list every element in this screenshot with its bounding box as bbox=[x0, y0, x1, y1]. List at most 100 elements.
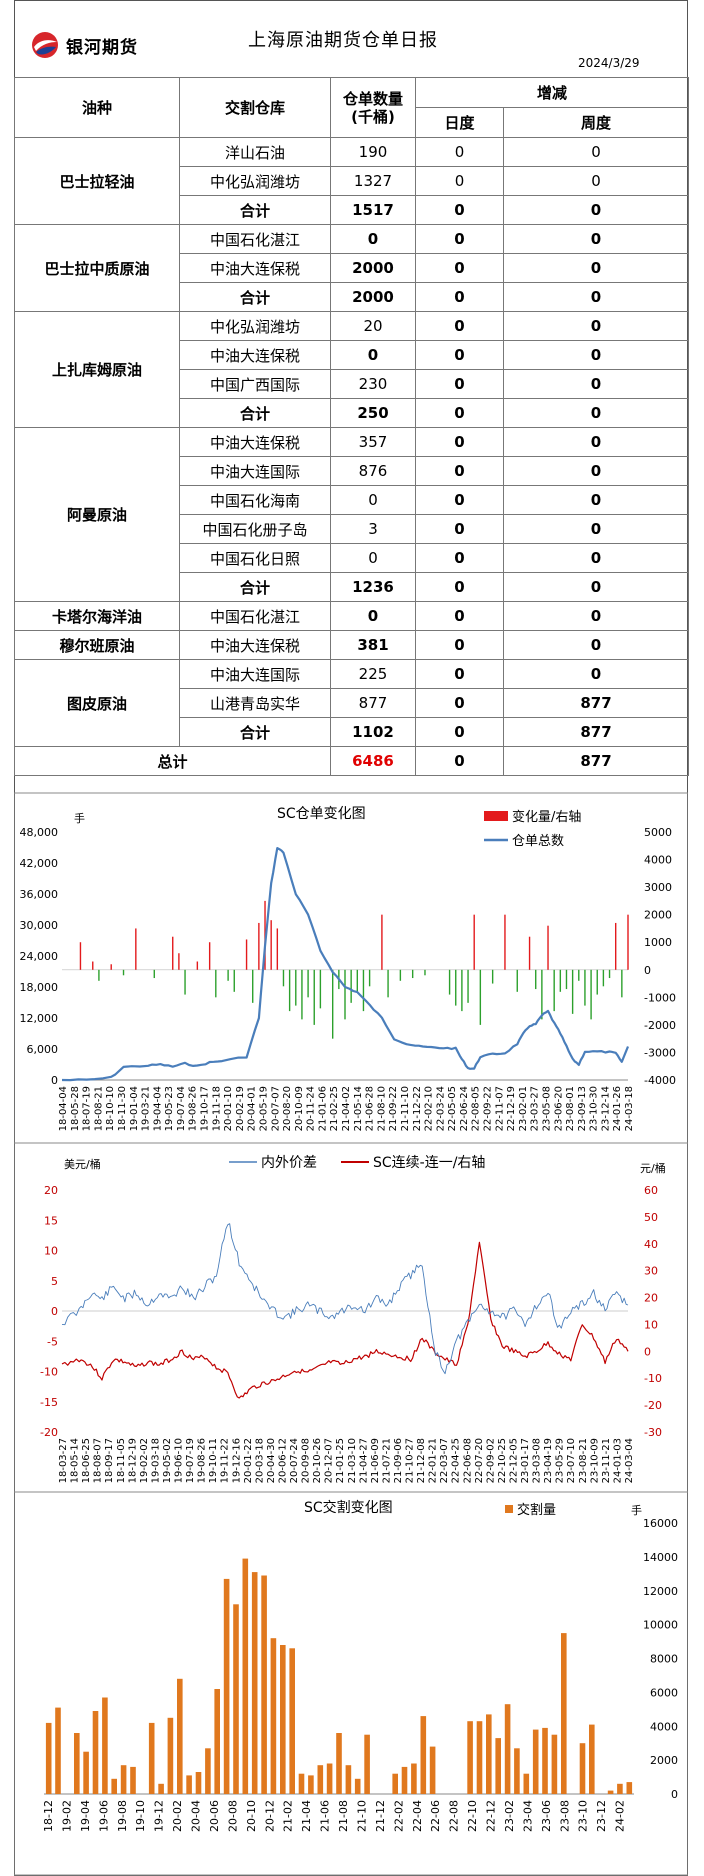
chart2-left-tick: -20 bbox=[40, 1426, 58, 1439]
day-change-cell: 0 bbox=[415, 572, 504, 602]
table-row: 合计 1236 0 0 bbox=[15, 572, 690, 602]
chart2-x-tick: 19-08-26 bbox=[197, 1438, 208, 1483]
chart3-delivery-bar bbox=[626, 1782, 633, 1794]
chart3-delivery-bar bbox=[532, 1729, 539, 1794]
chart2-x-tick: 21-07-21 bbox=[381, 1438, 392, 1483]
chart1-x-tick: 19-03-21 bbox=[141, 1086, 152, 1131]
chart2-right-tick: 60 bbox=[644, 1184, 658, 1197]
chart3-x-tick: 21-12 bbox=[374, 1800, 387, 1832]
quantity-cell: 230 bbox=[330, 369, 416, 399]
chart2-x-tick: 19-06-10 bbox=[174, 1438, 185, 1483]
chart3-delivery-bar bbox=[364, 1734, 370, 1794]
chart2-x-tick: 23-08-21 bbox=[578, 1438, 589, 1483]
chart3-delivery-bar bbox=[83, 1751, 89, 1794]
chart3-x-tick: 19-02 bbox=[60, 1800, 73, 1832]
chart1-x-tick: 20-04-01 bbox=[247, 1086, 258, 1131]
warehouse-cell: 中国石化湛江 bbox=[179, 601, 331, 631]
grand-total-week: 877 bbox=[502, 746, 690, 776]
chart2-x-tick: 21-12-08 bbox=[416, 1438, 427, 1483]
chart1-left-tick: 6,000 bbox=[27, 1043, 59, 1056]
chart1-x-tick: 21-08-10 bbox=[376, 1086, 387, 1131]
chart1-left-tick: 48,000 bbox=[20, 826, 59, 839]
quantity-cell: 0 bbox=[330, 485, 416, 515]
chart2-left-tick: 20 bbox=[44, 1184, 58, 1197]
chart1-x-tick: 19-07-04 bbox=[176, 1086, 187, 1131]
chart1-x-tick: 19-11-18 bbox=[211, 1086, 222, 1131]
chart3-delivery-bar bbox=[158, 1783, 164, 1794]
chart2-x-tick: 23-07-10 bbox=[566, 1438, 577, 1483]
chart1-right-tick: -3000 bbox=[644, 1046, 676, 1059]
week-change-cell: 0 bbox=[502, 195, 690, 225]
chart3-delivery-bar bbox=[280, 1645, 286, 1794]
week-change-cell: 0 bbox=[502, 572, 690, 602]
week-change-cell: 0 bbox=[502, 601, 690, 631]
chart3-x-tick: 21-02 bbox=[282, 1800, 295, 1832]
chart3-delivery-bar bbox=[242, 1558, 249, 1794]
warehouse-cell: 中化弘润潍坊 bbox=[179, 166, 331, 196]
chart3-x-tick: 23-12 bbox=[595, 1800, 608, 1832]
chart3-x-tick: 23-10 bbox=[577, 1800, 590, 1832]
chart2-x-tick: 23-05-29 bbox=[555, 1438, 566, 1483]
chart3-x-tick: 19-08 bbox=[116, 1800, 129, 1832]
chart1-x-tick: 20-11-24 bbox=[306, 1086, 317, 1131]
grand-total-quantity: 6486 bbox=[330, 746, 416, 776]
chart3-right-tick: 10000 bbox=[643, 1619, 678, 1632]
chart2-left-tick: 0 bbox=[51, 1305, 58, 1318]
warehouse-cell: 合计 bbox=[179, 195, 331, 225]
brand-logo: 银河期货 bbox=[30, 30, 138, 60]
grand-total-row: 总计 6486 0 877 bbox=[14, 746, 690, 776]
chart3-x-tick: 20-08 bbox=[226, 1800, 239, 1832]
day-change-cell: 0 bbox=[415, 630, 504, 660]
chart2-x-tick: 21-01-25 bbox=[335, 1438, 346, 1483]
chart1-x-tick: 19-05-23 bbox=[164, 1086, 175, 1131]
report-header: 银河期货 上海原油期货仓单日报 2024/3/29 bbox=[14, 0, 688, 77]
chart2-x-tick: 18-05-14 bbox=[70, 1438, 81, 1483]
warehouse-cell: 合计 bbox=[179, 572, 331, 602]
oil-name: 阿曼原油 bbox=[14, 427, 180, 602]
week-change-cell: 0 bbox=[502, 137, 690, 167]
chart2-x-tick: 23-04-19 bbox=[543, 1438, 554, 1483]
chart3-delivery-bar bbox=[589, 1724, 595, 1794]
chart3-x-tick: 23-06 bbox=[540, 1800, 553, 1832]
chart1-left-tick: 0 bbox=[51, 1074, 58, 1087]
chart3-x-tick: 24-02 bbox=[614, 1800, 627, 1832]
table-row: 巴士拉轻油 洋山石油 190 0 0 bbox=[14, 137, 690, 225]
chart3-delivery-bar bbox=[251, 1572, 258, 1794]
chart1-right-tick: -2000 bbox=[644, 1019, 676, 1032]
chart3-delivery-bar bbox=[74, 1733, 80, 1794]
chart3-x-tick: 23-08 bbox=[558, 1800, 571, 1832]
chart1-x-tick: 23-08-01 bbox=[565, 1086, 576, 1131]
chart1-x-tick: 20-02-19 bbox=[235, 1086, 246, 1131]
chart1-x-tick: 23-03-27 bbox=[530, 1086, 541, 1131]
week-change-cell: 0 bbox=[502, 398, 690, 428]
table-row: 中油大连国际 876 0 0 bbox=[15, 456, 690, 486]
chart2-left-tick: 5 bbox=[51, 1275, 58, 1288]
chart2-x-tick: 18-06-25 bbox=[81, 1438, 92, 1483]
table-row: 山港青岛实华 877 0 877 bbox=[15, 688, 690, 718]
brand-name: 银河期货 bbox=[66, 37, 138, 58]
chart3-delivery-bar bbox=[607, 1790, 614, 1794]
chart1-x-tick: 21-02-25 bbox=[329, 1086, 340, 1131]
chart1-x-tick: 24-01-26 bbox=[612, 1086, 623, 1131]
chart2-right-tick: -20 bbox=[644, 1399, 662, 1412]
chart1-x-tick: 20-07-07 bbox=[270, 1086, 281, 1131]
chart3-x-tick: 22-10 bbox=[466, 1800, 479, 1832]
chart2-left-tick: -5 bbox=[47, 1335, 58, 1348]
table-subheader-row: 日度 周度 bbox=[15, 107, 690, 138]
chart3-delivery-bar bbox=[486, 1714, 492, 1794]
week-change-cell: 0 bbox=[502, 224, 690, 254]
chart3-x-tick: 19-12 bbox=[153, 1800, 166, 1832]
quantity-cell: 1102 bbox=[330, 717, 416, 747]
chart2-x-tick: 21-09-06 bbox=[393, 1438, 404, 1483]
oil-name: 巴士拉轻油 bbox=[14, 137, 180, 225]
chart2-left-tick: 10 bbox=[44, 1245, 58, 1258]
table-row: 中国石化日照 0 0 0 bbox=[15, 543, 690, 573]
chart1-x-tick: 21-11-10 bbox=[400, 1086, 411, 1131]
table-row: 中国石化册子岛 3 0 0 bbox=[15, 514, 690, 544]
header-quantity-unit: (千桶) bbox=[351, 107, 395, 126]
chart3-x-tick: 21-06 bbox=[319, 1800, 332, 1832]
chart2-right-tick: 50 bbox=[644, 1211, 658, 1224]
chart1-right-tick: 0 bbox=[644, 964, 651, 977]
chart2-x-tick: 21-03-10 bbox=[347, 1438, 358, 1483]
chart2-x-tick: 20-12-07 bbox=[324, 1438, 335, 1483]
